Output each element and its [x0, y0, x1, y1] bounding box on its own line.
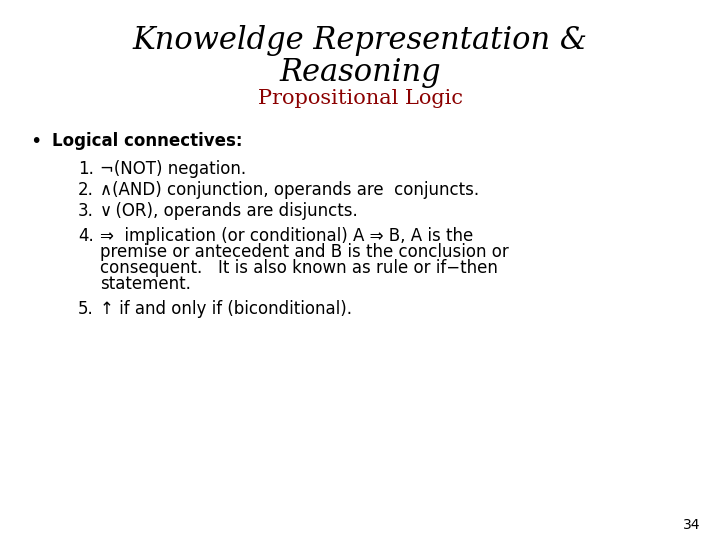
Text: 1.: 1.: [78, 160, 94, 178]
Text: 2.: 2.: [78, 181, 94, 199]
Text: Logical connectives:: Logical connectives:: [52, 132, 243, 150]
Text: ¬(NOT) negation.: ¬(NOT) negation.: [100, 160, 246, 178]
Text: consequent.   It is also known as rule or if−then: consequent. It is also known as rule or …: [100, 259, 498, 277]
Text: Propositional Logic: Propositional Logic: [258, 90, 462, 109]
Text: 3.: 3.: [78, 202, 94, 220]
Text: 4.: 4.: [78, 227, 94, 245]
Text: 5.: 5.: [78, 300, 94, 318]
Text: Knoweldge Representation &: Knoweldge Representation &: [132, 24, 588, 56]
Text: 34: 34: [683, 518, 700, 532]
Text: ∨ (OR), operands are disjuncts.: ∨ (OR), operands are disjuncts.: [100, 202, 358, 220]
Text: statement.: statement.: [100, 275, 191, 293]
Text: premise or antecedent and B is the conclusion or: premise or antecedent and B is the concl…: [100, 243, 509, 261]
Text: Reasoning: Reasoning: [279, 57, 441, 87]
Text: ↑ if and only if (biconditional).: ↑ if and only if (biconditional).: [100, 300, 352, 318]
Text: ⇒  implication (or conditional) A ⇒ B, A is the: ⇒ implication (or conditional) A ⇒ B, A …: [100, 227, 473, 245]
Text: •: •: [30, 132, 41, 151]
Text: ∧(AND) conjunction, operands are  conjuncts.: ∧(AND) conjunction, operands are conjunc…: [100, 181, 479, 199]
